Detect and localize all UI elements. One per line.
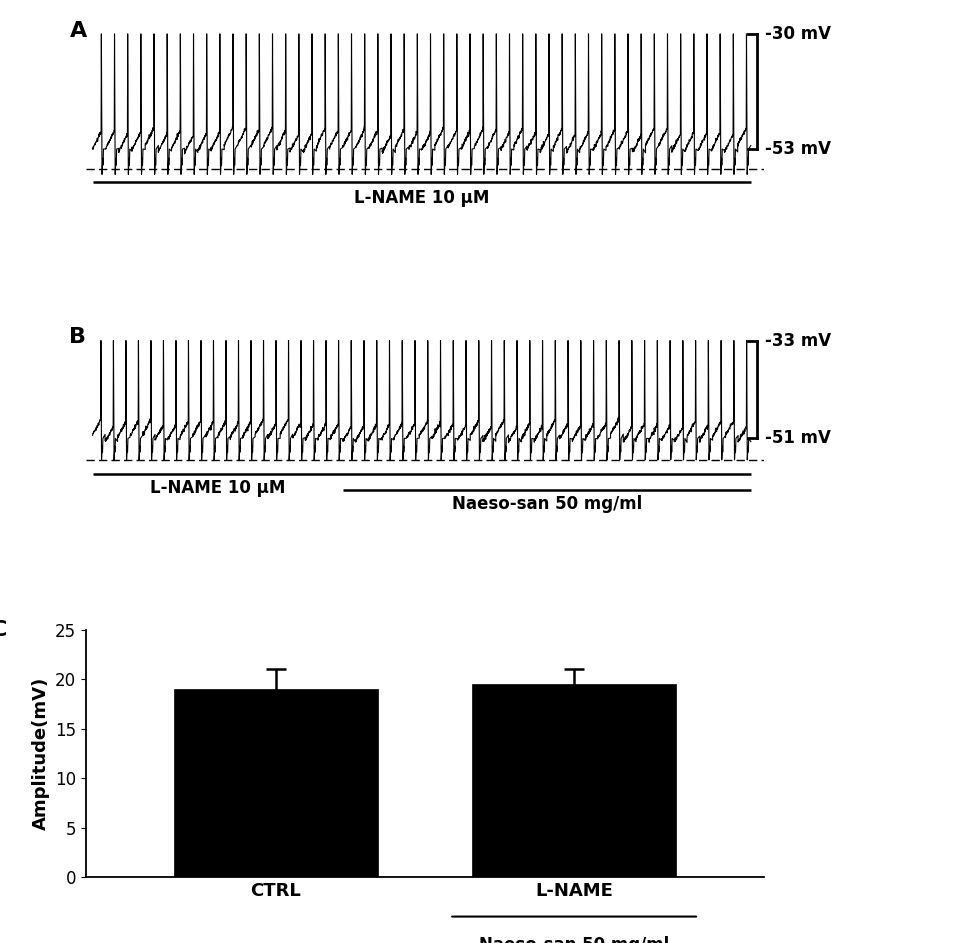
Text: A: A [70,22,87,41]
Text: -51 mV: -51 mV [765,429,831,447]
Text: -53 mV: -53 mV [765,141,831,158]
Text: -30 mV: -30 mV [765,25,831,42]
Text: C: C [0,620,8,639]
Text: Naeso-san 50 mg/ml: Naeso-san 50 mg/ml [452,495,642,514]
Bar [473,684,676,877]
Text: B: B [70,327,87,347]
Bar [174,689,377,877]
Text: L-NAME 10 μM: L-NAME 10 μM [354,190,489,207]
Text: L-NAME 10 μM: L-NAME 10 μM [150,479,286,497]
Text: Naeso-san 50 mg/ml: Naeso-san 50 mg/ml [479,936,669,943]
Text: -33 mV: -33 mV [765,332,832,350]
Y-axis label: Amplitude(mV): Amplitude(mV) [32,677,50,830]
